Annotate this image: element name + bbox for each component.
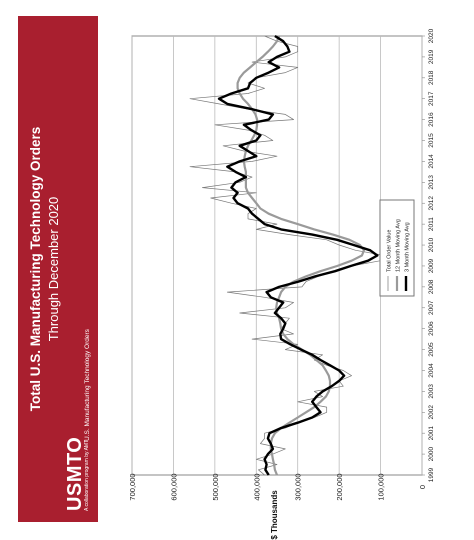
y-axis-title: $ Thousands [270,490,279,540]
x-tick-label: 2007 [428,300,435,315]
legend-label: 12 Month Moving Avg [396,219,402,272]
x-tick-label: 2004 [428,363,435,378]
y-tick-label: 500,000 [211,473,220,500]
x-tick-label: 2019 [428,49,435,64]
x-tick-label: 2013 [428,175,435,190]
x-tick-label: 2005 [428,342,435,357]
x-tick-label: 2006 [428,321,435,336]
legend: Total Order Value 12 Month Moving Avg 3 Mo… [379,199,415,297]
legend-label: 3 Month Moving Avg [405,222,411,272]
y-tick-label: 0 [418,485,427,489]
title-banner: Total U.S. Manufacturing Technology Orde… [18,16,98,522]
x-tick-label: 2000 [428,446,435,461]
legend-label: Total Order Value [387,230,393,272]
series-line-2 [217,34,379,476]
x-tick-label: 2001 [428,426,435,441]
x-tick-label: 2008 [428,279,435,294]
x-tick-label: 2009 [428,258,435,273]
x-tick-label: 2015 [428,133,435,148]
x-tick-label: 2002 [428,405,435,420]
y-tick-label: 400,000 [252,473,261,500]
y-tick-label: 200,000 [335,473,344,500]
y-tick-label: 300,000 [294,473,303,500]
x-tick-label: 2016 [428,112,435,127]
x-tick-label: 2012 [428,196,435,211]
series-line-0 [189,35,386,476]
x-tick-label: 1999 [428,467,435,482]
x-tick-label: 2017 [428,91,435,106]
x-tick-label: 2010 [428,237,435,252]
y-tick-label: 600,000 [169,473,178,500]
legend-box [379,199,415,297]
x-tick-label: 2003 [428,384,435,399]
x-tick-label: 2018 [428,70,435,85]
x-tick-label: 2020 [428,28,435,43]
x-tick-label: 2014 [428,154,435,169]
y-tick-label: 100,000 [377,473,386,500]
y-tick-label: 700,000 [128,473,137,500]
x-tick-label: 2011 [428,217,435,231]
